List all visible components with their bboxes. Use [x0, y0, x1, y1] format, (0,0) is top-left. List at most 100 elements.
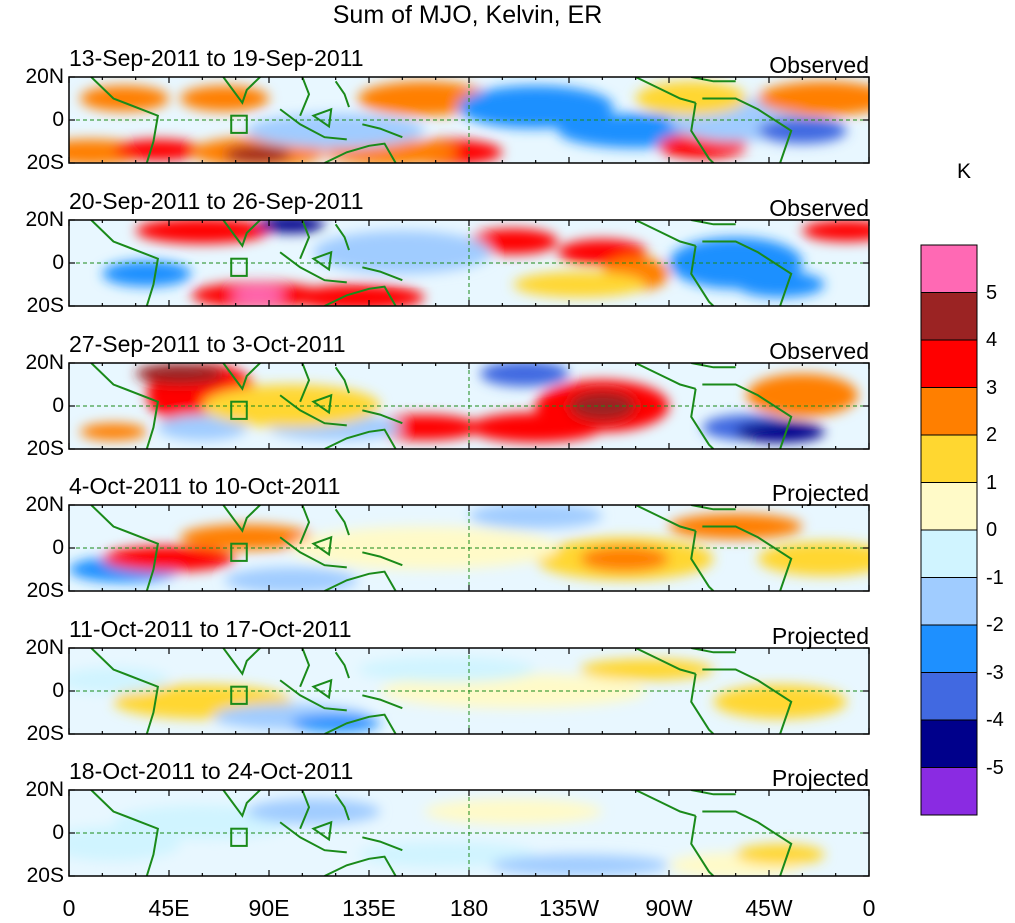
panel-date-range: 18-Oct-2011 to 24-Oct-2011 [69, 758, 354, 784]
anomaly-contour [580, 658, 714, 681]
longitude-label: 0 [862, 895, 876, 921]
panel-date-range: 11-Oct-2011 to 17-Oct-2011 [69, 616, 352, 642]
anomaly-contour [746, 373, 858, 417]
latitude-label: 20N [25, 493, 64, 516]
latitude-label: 20N [25, 65, 64, 88]
colorbar [920, 244, 978, 816]
colorbar-swatch [920, 577, 978, 626]
map-panel [68, 76, 870, 164]
anomaly-contour [246, 798, 381, 825]
colorbar-tick-label: -4 [986, 709, 1004, 731]
anomaly-contour [291, 714, 381, 732]
latitude-label: 0 [52, 679, 64, 702]
coastline [90, 77, 793, 163]
coastline [90, 505, 793, 591]
colorbar-swatch [920, 244, 978, 293]
colorbar-tick-label: 1 [986, 471, 998, 494]
colorbar-tick-label: 2 [986, 424, 998, 446]
reference-box [230, 542, 248, 562]
latitude-label: 0 [52, 108, 64, 131]
anomaly-contour [80, 423, 147, 441]
anomaly-contour [757, 541, 869, 576]
colorbar-swatch [920, 529, 978, 578]
latitude-label: 20S [26, 579, 64, 602]
colorbar-swatch [920, 387, 978, 436]
anomaly-contour [757, 81, 869, 116]
anomaly-contour [469, 228, 558, 255]
anomaly-contour [224, 567, 358, 591]
anomaly-contour [480, 363, 569, 387]
latitude-label: 0 [52, 536, 64, 559]
anomaly-contour [313, 230, 492, 274]
coastline [90, 220, 793, 306]
reference-box [230, 257, 248, 277]
anomaly-contour [291, 284, 425, 306]
panel-status: Projected [771, 480, 869, 506]
anomaly-contour [102, 260, 192, 287]
longitude-label: 90E [248, 895, 290, 921]
reference-box [230, 827, 248, 847]
map-panel [68, 504, 870, 592]
anomaly-contour [513, 271, 647, 298]
latitude-label: 0 [52, 251, 64, 274]
colorbar-swatch [920, 767, 978, 816]
reference-box [230, 400, 248, 420]
colorbar-swatch [920, 434, 978, 483]
longitude-label: 45W [745, 895, 793, 921]
colorbar-tick-label: 5 [986, 281, 998, 304]
latitude-label: 20N [25, 636, 64, 659]
latitude-label: 20S [26, 151, 64, 174]
latitude-label: 20N [25, 778, 64, 801]
longitude-label: 45E [148, 895, 190, 921]
longitude-label: 0 [62, 895, 76, 921]
colorbar-swatch [920, 624, 978, 673]
anomaly-contour [291, 526, 558, 570]
anomaly-contour [357, 81, 492, 116]
anomaly-contour [713, 684, 847, 719]
anomaly-contour [757, 117, 847, 144]
reference-box [230, 685, 248, 705]
coastline [90, 363, 793, 449]
colorbar-tick-label: -3 [986, 661, 1004, 684]
anomaly-contour [135, 363, 225, 385]
panel-date-range: 20-Sep-2011 to 26-Sep-2011 [69, 188, 364, 214]
colorbar-tick-label: -5 [986, 756, 1004, 779]
latitude-label: 20S [26, 294, 64, 317]
panel-status: Projected [771, 623, 869, 649]
anomaly-contour [157, 414, 247, 441]
anomaly-contour [357, 841, 536, 868]
panel-status: Observed [769, 195, 869, 221]
latitude-label: 20N [25, 351, 64, 374]
reference-box [230, 114, 248, 134]
latitude-label: 20S [26, 437, 64, 460]
anomaly-contour [102, 545, 236, 572]
panel-date-range: 4-Oct-2011 to 10-Oct-2011 [69, 473, 341, 499]
anomaly-contour [180, 85, 269, 112]
anomaly-contour [735, 271, 825, 298]
anomaly-contour [257, 220, 325, 233]
anomaly-contour [231, 286, 285, 304]
map-panel [68, 362, 870, 450]
panel-date-range: 13-Sep-2011 to 19-Sep-2011 [69, 45, 364, 71]
anomaly-contour [424, 798, 603, 825]
anomaly-contour [491, 854, 669, 876]
anomaly-contour [457, 85, 614, 129]
anomaly-contour [735, 421, 825, 443]
latitude-label: 20S [26, 864, 64, 887]
latitude-label: 0 [52, 821, 64, 844]
colorbar-tick-label: -1 [986, 566, 1004, 589]
anomaly-contour [180, 524, 314, 551]
longitude-label: 135W [538, 895, 600, 921]
map-panel [68, 789, 870, 877]
colorbar-tick-label: 3 [986, 376, 998, 399]
panel-status: Observed [769, 338, 869, 364]
anomaly-contour [113, 139, 203, 161]
anomaly-contour [580, 545, 669, 572]
colorbar-tick-label: 0 [986, 519, 998, 541]
coastline [90, 790, 793, 876]
colorbar-swatch [920, 672, 978, 721]
colorbar-swatch [920, 339, 978, 388]
anomaly-contour [224, 145, 292, 163]
longitude-label: 90W [645, 895, 693, 921]
